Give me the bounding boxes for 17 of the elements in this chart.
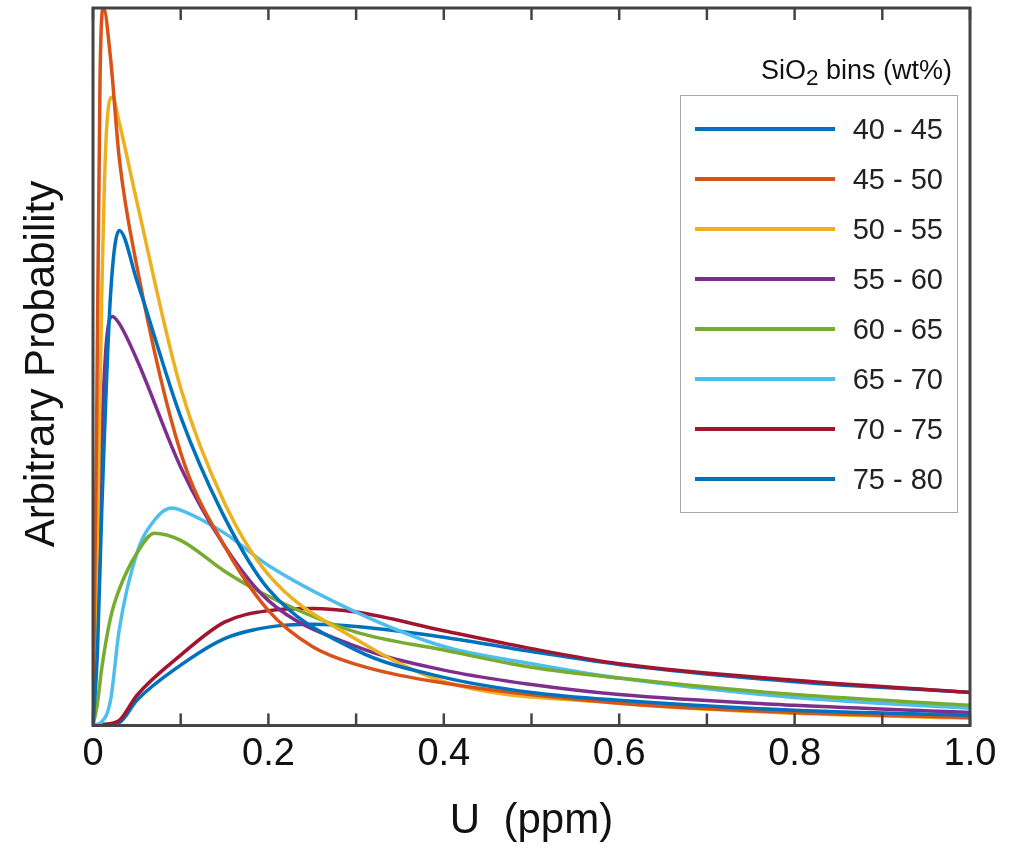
legend-label: 40 - 45 xyxy=(852,112,943,146)
x-tick-label: 0 xyxy=(82,730,104,773)
x-tick-label: 1.0 xyxy=(943,730,997,773)
x-tick-label: 0.8 xyxy=(768,730,822,773)
legend-label: 45 - 50 xyxy=(852,162,943,196)
legend-label: 55 - 60 xyxy=(852,262,943,296)
legend-label: 60 - 65 xyxy=(852,312,943,346)
x-axis-title: U (ppm) xyxy=(448,795,615,843)
x-tick-label: 0.4 xyxy=(417,730,471,773)
x-tick-label: 0.6 xyxy=(592,730,646,773)
legend-label: 75 - 80 xyxy=(852,462,943,496)
y-axis-title: Arbitrary Probability xyxy=(16,179,64,550)
legend-label: 50 - 55 xyxy=(852,212,943,246)
legend-title: SiO$_{2}$ bins (wt%) xyxy=(760,55,952,92)
legend-label: 70 - 75 xyxy=(852,412,943,446)
legend-label: 65 - 70 xyxy=(852,362,943,396)
x-tick-label: 0.2 xyxy=(241,730,295,773)
